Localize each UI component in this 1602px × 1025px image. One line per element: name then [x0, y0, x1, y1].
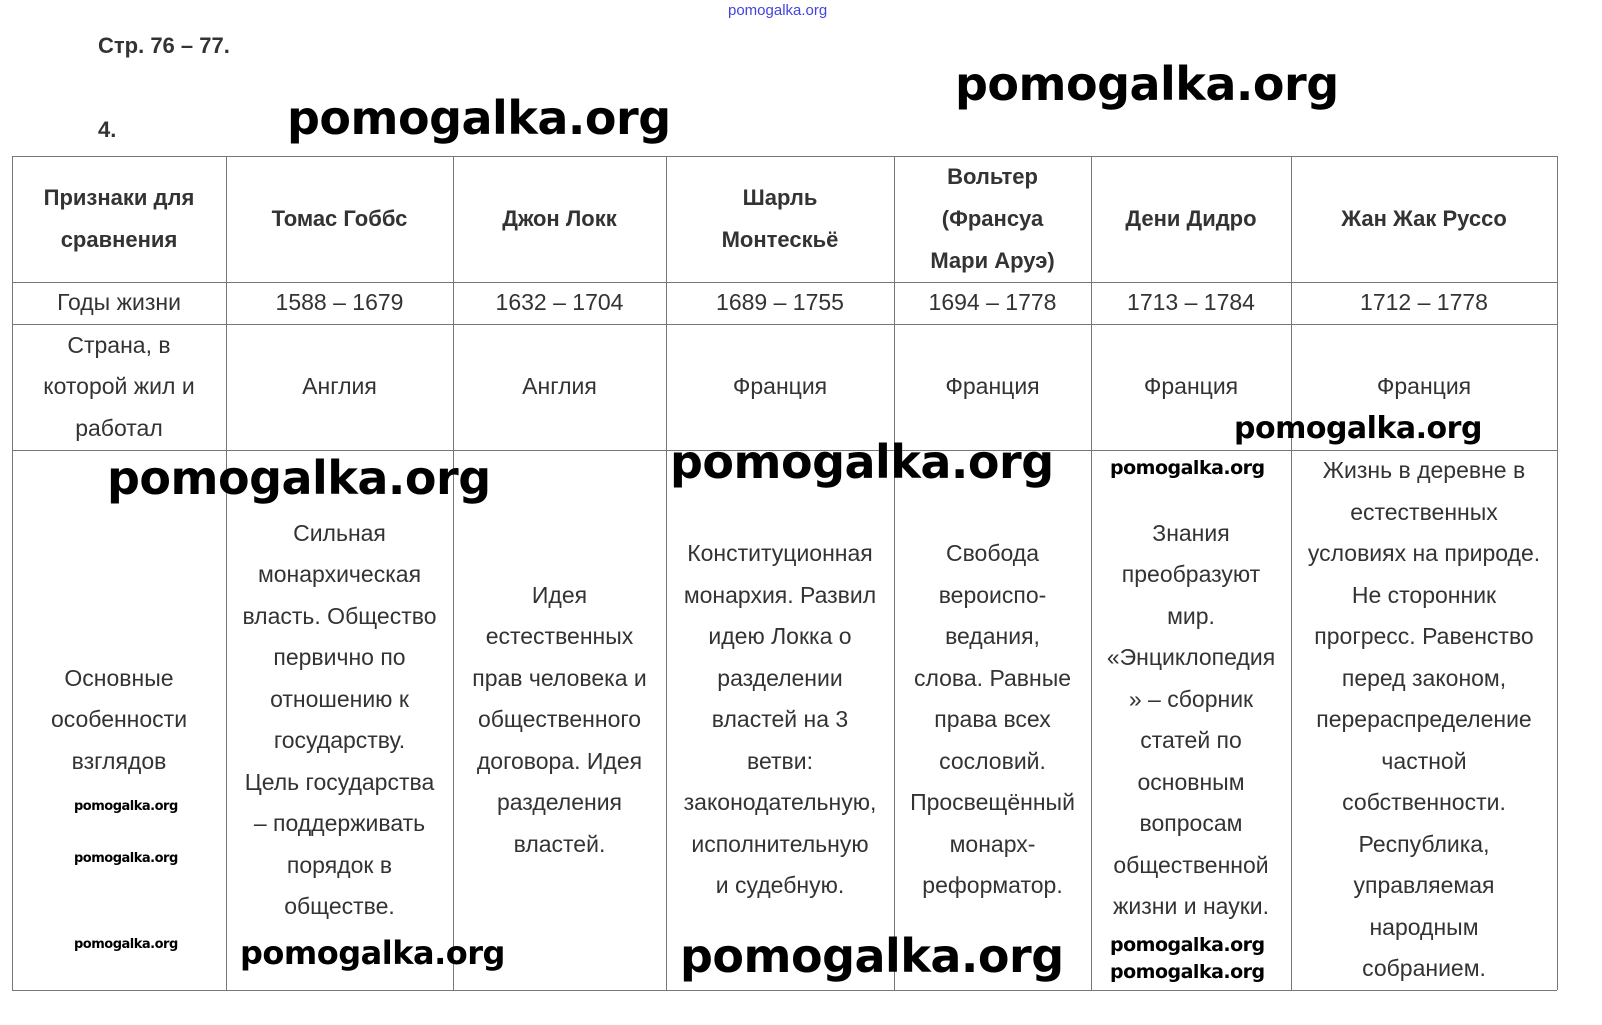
table-cell: Франция: [1291, 324, 1557, 450]
table-header-cell: Джон Локк: [453, 156, 666, 282]
table-cell: Страна, в которой жил и работал: [12, 324, 226, 450]
table-cell: Жизнь в деревне в естественных условиях …: [1291, 450, 1557, 990]
cell-text: Конституционная монархия. Развил идею Ло…: [683, 540, 877, 899]
watermark: pomogalka.org: [1234, 411, 1482, 446]
cell-text: Томас Гоббс: [271, 206, 408, 231]
watermark: pomogalka.org: [955, 57, 1339, 111]
watermark: pomogalka.org: [74, 799, 178, 814]
cell-text: Свобода вероиспо- ведания, слова. Равные…: [910, 540, 1075, 899]
table-cell: Свобода вероиспо- ведания, слова. Равные…: [894, 450, 1091, 990]
table-header-cell: Шарль Монтескьё: [666, 156, 894, 282]
grid-line: [1557, 156, 1558, 990]
cell-text: Сильная монархическая власть. Общество п…: [242, 519, 437, 920]
table-header-cell: Вольтер (Франсуа Мари Аруэ): [894, 156, 1091, 282]
cell-text: Джон Локк: [502, 206, 617, 231]
table-cell: Основные особенности взглядов: [12, 450, 226, 990]
cell-text: 1632 – 1704: [495, 289, 624, 316]
table-cell: 1694 – 1778: [894, 282, 1091, 324]
table-cell: Знания преобразуют мир. «Энциклопедия » …: [1091, 450, 1291, 990]
cell-text: 1588 – 1679: [275, 289, 404, 316]
table-header-cell: Дени Дидро: [1091, 156, 1291, 282]
watermark: pomogalka.org: [1110, 961, 1265, 983]
cell-text: 1689 – 1755: [716, 289, 844, 316]
cell-text: Годы жизни: [57, 289, 181, 316]
cell-text: 1694 – 1778: [928, 289, 1057, 316]
cell-text: Признаки для сравнения: [43, 185, 195, 252]
cell-text: Основные особенности взглядов: [50, 664, 188, 774]
cell-text: 1713 – 1784: [1127, 289, 1255, 316]
table-cell: Годы жизни: [12, 282, 226, 324]
grid-line: [894, 156, 895, 990]
grid-line: [12, 156, 1557, 157]
watermark: pomogalka.org: [1110, 457, 1265, 479]
grid-line: [12, 282, 1557, 283]
table-cell: 1712 – 1778: [1291, 282, 1557, 324]
page-reference: Стр. 76 – 77.: [98, 33, 230, 58]
cell-text: Англия: [522, 373, 597, 400]
cell-text: Идея естественных прав человека и общест…: [472, 581, 647, 857]
table-header-cell: Томас Гоббс: [226, 156, 453, 282]
table-header-cell: Жан Жак Руссо: [1291, 156, 1557, 282]
table-cell: Франция: [1091, 324, 1291, 450]
table-cell: 1689 – 1755: [666, 282, 894, 324]
watermark-top: pomogalka.org: [728, 2, 828, 19]
grid-line: [666, 156, 667, 990]
grid-line: [12, 990, 1557, 991]
grid-line: [226, 156, 227, 990]
grid-line: [453, 156, 454, 990]
table-cell: 1713 – 1784: [1091, 282, 1291, 324]
grid-line: [12, 324, 1557, 325]
cell-text: Жан Жак Руссо: [1341, 206, 1507, 231]
watermark: pomogalka.org: [680, 929, 1064, 983]
cell-text: Вольтер (Франсуа Мари Аруэ): [930, 164, 1055, 273]
cell-text: Франция: [1143, 373, 1239, 400]
table-header-cell: Признаки для сравнения: [12, 156, 226, 282]
watermark: pomogalka.org: [107, 451, 491, 505]
watermark: pomogalka.org: [240, 934, 505, 972]
table-cell: Франция: [666, 324, 894, 450]
watermark: pomogalka.org: [74, 937, 178, 952]
cell-text: Дени Дидро: [1125, 206, 1257, 231]
cell-text: 1712 – 1778: [1360, 289, 1488, 316]
task-number: 4.: [98, 117, 117, 142]
cell-text: Жизнь в деревне в естественных условиях …: [1307, 457, 1541, 982]
table-cell: Идея естественных прав человека и общест…: [453, 450, 666, 990]
grid-line: [12, 156, 13, 990]
table-cell: Сильная монархическая власть. Общество п…: [226, 450, 453, 990]
grid-line: [12, 450, 1557, 451]
cell-text: Франция: [732, 373, 828, 400]
watermark: pomogalka.org: [74, 851, 178, 866]
table-cell: Франция: [894, 324, 1091, 450]
table-cell: 1588 – 1679: [226, 282, 453, 324]
cell-text: Страна, в которой жил и работал: [43, 331, 195, 441]
cell-text: Франция: [945, 373, 1040, 400]
cell-text: Франция: [1376, 373, 1472, 400]
cell-text: Шарль Монтескьё: [721, 185, 839, 252]
table-cell: 1632 – 1704: [453, 282, 666, 324]
table-cell: Англия: [453, 324, 666, 450]
watermark: pomogalka.org: [1110, 934, 1265, 956]
cell-text: Англия: [302, 373, 377, 400]
grid-line: [1291, 156, 1292, 990]
table-cell: Конституционная монархия. Развил идею Ло…: [666, 450, 894, 990]
watermark: pomogalka.org: [287, 91, 671, 145]
cell-text: Знания преобразуют мир. «Энциклопедия » …: [1106, 519, 1276, 920]
table-cell: Англия: [226, 324, 453, 450]
watermark: pomogalka.org: [670, 435, 1054, 489]
grid-line: [1091, 156, 1092, 990]
